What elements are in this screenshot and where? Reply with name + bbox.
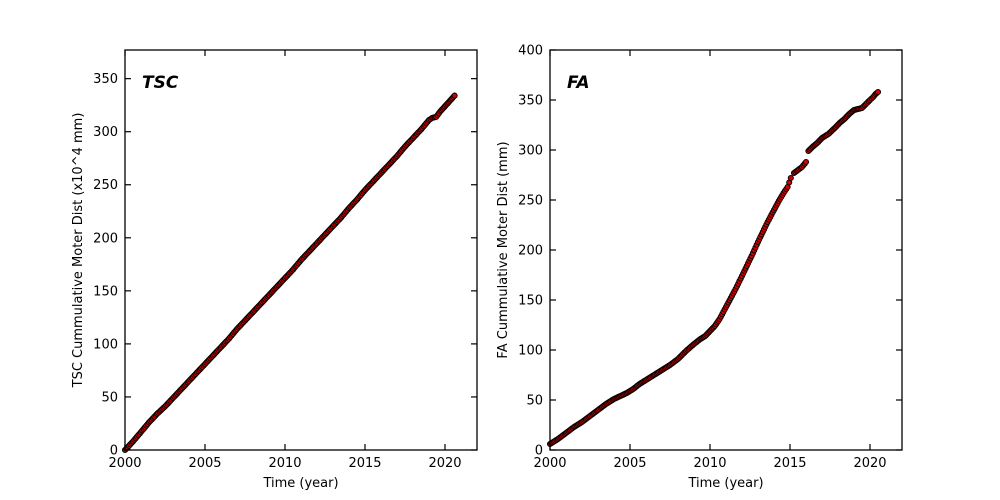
y-tick-label: 300 [518, 144, 543, 159]
fa-marker [874, 88, 882, 96]
x-tick-label: 2015 [773, 456, 806, 471]
fa-series [546, 88, 882, 448]
y-tick-label: 150 [518, 294, 543, 309]
x-tick-label: 2000 [108, 456, 141, 471]
y-tick-label: 250 [93, 178, 118, 193]
fa-marker [787, 174, 794, 182]
y-tick-label: 200 [518, 244, 543, 259]
x-tick-label: 2005 [188, 456, 221, 471]
x-tick-label: 2000 [533, 456, 566, 471]
y-tick-label: 0 [110, 444, 118, 459]
y-tick-label: 150 [93, 284, 118, 299]
tsc-title: TSC [142, 73, 179, 93]
x-tick-label: 2020 [428, 456, 461, 471]
y-tick-label: 250 [518, 194, 543, 209]
tsc-ylabel: TSC Cummulative Moter Dist (x10^4 mm) [71, 113, 86, 389]
y-tick-label: 300 [93, 125, 118, 140]
y-tick-label: 350 [518, 94, 543, 109]
x-tick-label: 2015 [348, 456, 381, 471]
y-tick-label: 50 [526, 394, 543, 409]
x-tick-label: 2020 [853, 456, 886, 471]
x-tick-label: 2005 [613, 456, 646, 471]
y-tick-label: 100 [93, 337, 118, 352]
y-tick-label: 350 [93, 72, 118, 87]
y-tick-label: 100 [518, 344, 543, 359]
fa-axes-frame [549, 49, 903, 451]
fa-chart: 2000 2005 2010 2015 2020 0 50 100 150 200 250 300 35… [496, 44, 903, 491]
y-tick-label: 400 [518, 44, 543, 59]
x-tick-label: 2010 [268, 456, 301, 471]
y-tick-label: 50 [101, 390, 118, 405]
fa-ylabel: FA Cummulative Moter Dist (mm) [496, 141, 511, 358]
y-tick-label: 0 [535, 444, 543, 459]
fa-line [549, 177, 792, 445]
fa-title: FA [567, 73, 590, 93]
tsc-marker [451, 92, 458, 99]
tsc-xlabel: Time (year) [262, 476, 338, 491]
y-tick-label: 200 [93, 231, 118, 246]
fa-marker [802, 158, 810, 166]
x-tick-label: 2010 [693, 456, 726, 471]
tsc-axes-frame [124, 49, 478, 451]
tsc-series [121, 92, 458, 454]
tsc-chart: 2000 2005 2010 2015 2020 0 50 100 150 200 250 300 35… [71, 49, 478, 491]
fa-xlabel: Time (year) [687, 476, 763, 491]
